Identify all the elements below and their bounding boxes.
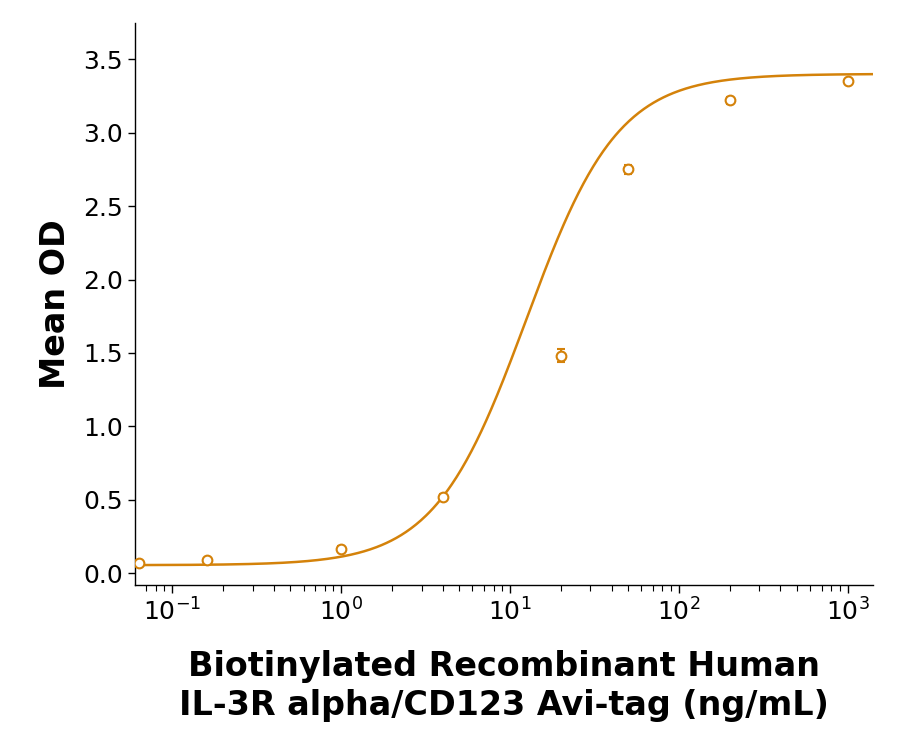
Y-axis label: Mean OD: Mean OD xyxy=(40,219,72,388)
X-axis label: Biotinylated Recombinant Human
IL-3R alpha/CD123 Avi-tag (ng/mL): Biotinylated Recombinant Human IL-3R alp… xyxy=(179,650,829,722)
